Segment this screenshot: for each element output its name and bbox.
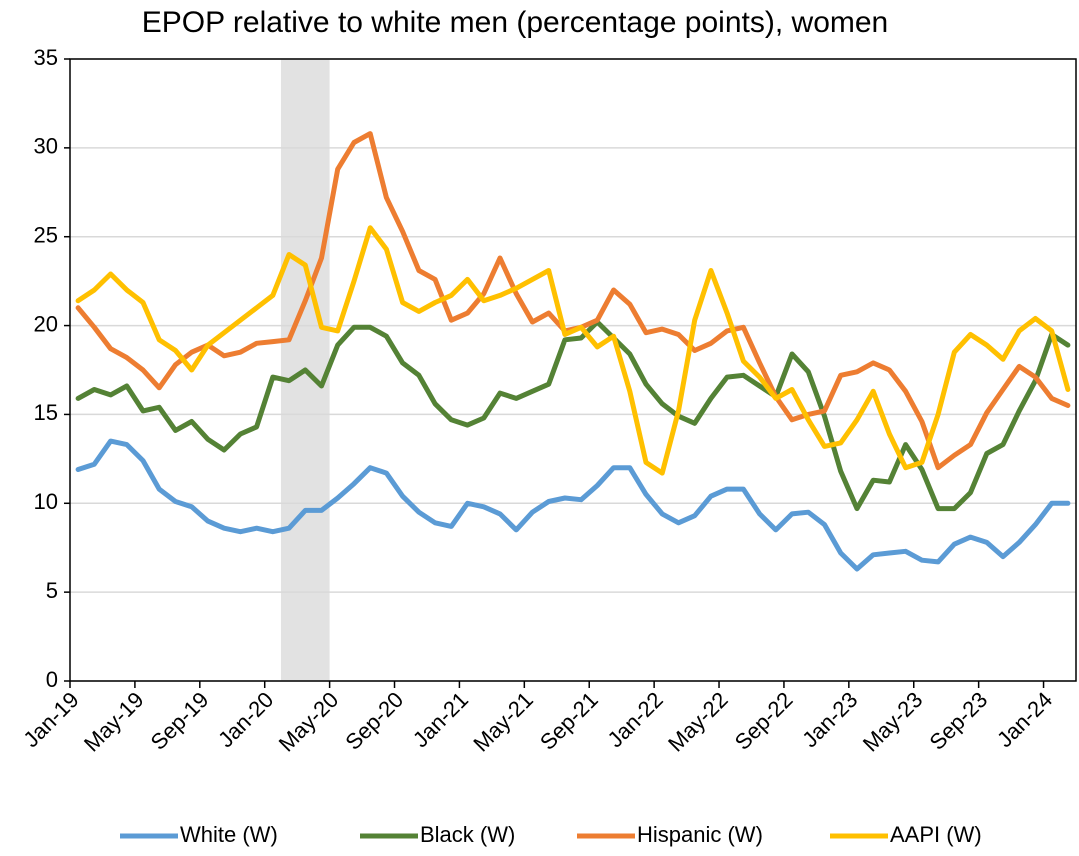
- x-tick-label: Sep-20: [340, 687, 408, 755]
- x-tick-label: May-19: [79, 687, 149, 757]
- y-tick-label: 20: [34, 311, 58, 336]
- series-line: [75, 225, 1071, 476]
- x-tick-label: Jan-23: [797, 687, 862, 752]
- plot-border: [69, 58, 1077, 682]
- y-tick-label: 30: [34, 134, 58, 159]
- x-tick-label: May-22: [663, 687, 733, 757]
- series-line: [75, 319, 1071, 512]
- x-tick-label: Jan-21: [408, 687, 473, 752]
- x-tick-label: May-21: [468, 687, 538, 757]
- legend-label: AAPI (W): [890, 822, 982, 847]
- x-tick-label: Sep-23: [924, 687, 992, 755]
- series-line: [75, 438, 1071, 572]
- legend-label: Hispanic (W): [637, 822, 763, 847]
- x-tick-label: Sep-21: [535, 687, 603, 755]
- x-tick-label: Sep-19: [146, 687, 214, 755]
- series-line: [75, 131, 1071, 471]
- x-tick-label: Jan-24: [992, 687, 1057, 752]
- x-tick-label: Jan-20: [213, 687, 278, 752]
- y-tick-label: 5: [46, 578, 58, 603]
- x-tick-label: May-23: [858, 687, 928, 757]
- legend-label: White (W): [180, 822, 278, 847]
- legend-label: Black (W): [420, 822, 515, 847]
- y-tick-label: 25: [34, 223, 58, 248]
- y-tick-label: 15: [34, 400, 58, 425]
- y-tick-label: 0: [46, 667, 58, 692]
- chart-title: EPOP relative to white men (percentage p…: [142, 6, 888, 39]
- x-tick-label: Jan-19: [18, 687, 83, 752]
- x-tick-label: May-20: [274, 687, 344, 757]
- y-tick-label: 10: [34, 489, 58, 514]
- x-tick-label: Sep-22: [730, 687, 798, 755]
- x-tick-label: Jan-22: [603, 687, 668, 752]
- y-tick-label: 35: [34, 45, 58, 70]
